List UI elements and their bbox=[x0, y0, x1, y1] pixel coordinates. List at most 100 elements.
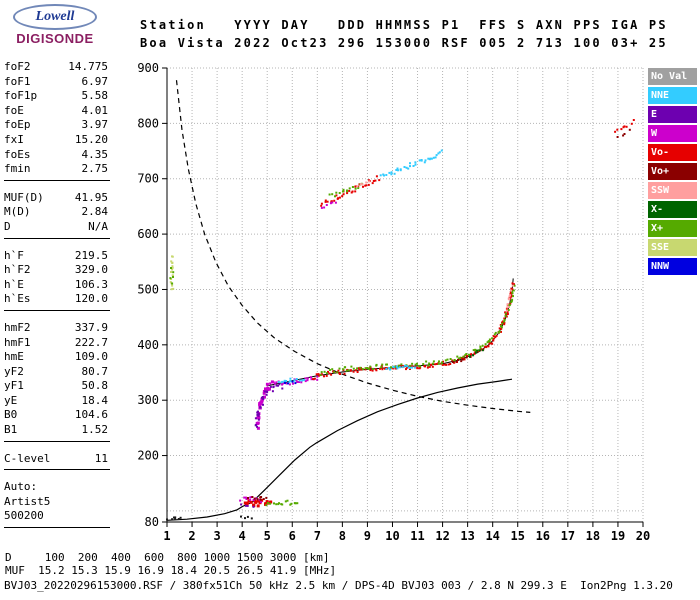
parameter-label: h`F2 bbox=[4, 263, 31, 277]
parameter-row: foF1 6.97 bbox=[4, 75, 108, 90]
parameter-label: h`Es bbox=[4, 292, 31, 306]
plot-axes bbox=[162, 67, 644, 527]
legend-item: E bbox=[648, 106, 697, 123]
y-tick-label: 200 bbox=[137, 449, 159, 463]
parameter-value: 219.5 bbox=[74, 248, 108, 262]
parameter-row: 500200 bbox=[4, 509, 108, 524]
parameter-row: h`E 106.3 bbox=[4, 278, 108, 293]
parameter-row: Auto: bbox=[4, 480, 108, 495]
parameter-label: yF1 bbox=[4, 379, 24, 393]
echo-trace-f-top-pink bbox=[505, 284, 514, 312]
parameter-label: foF1p bbox=[4, 89, 38, 103]
y-tick-label: 300 bbox=[137, 393, 159, 407]
x-tick-label: 17 bbox=[561, 529, 575, 543]
parameter-value: 2.84 bbox=[81, 205, 109, 219]
header-field-names: Station YYYY DAY DDD HHMMSS P1 FFS S AXN… bbox=[140, 18, 668, 32]
parameter-value: 104.6 bbox=[74, 408, 108, 422]
echo-trace-mult-west bbox=[320, 201, 337, 209]
parameter-label: MUF(D) bbox=[4, 190, 44, 204]
y-tick-label: 800 bbox=[137, 116, 159, 130]
parameter-row: fmin 2.75 bbox=[4, 162, 108, 177]
parameter-row: foE 4.01 bbox=[4, 104, 108, 119]
parameter-row: MUF(D) 41.95 bbox=[4, 191, 108, 206]
x-tick-label: 13 bbox=[460, 529, 474, 543]
echo-trace-f-darkgreen-bits bbox=[469, 349, 484, 358]
parameter-value: 2.75 bbox=[81, 162, 109, 176]
logo-lowell-text: Lowell bbox=[35, 9, 75, 24]
x-tick-label: 14 bbox=[485, 529, 499, 543]
parameter-row: M(D) 2.84 bbox=[4, 205, 108, 220]
legend-item: W bbox=[648, 125, 697, 142]
parameter-value: 14.775 bbox=[68, 60, 108, 73]
parameter-label: foEs bbox=[4, 147, 31, 161]
echo-trace-f-darkred-bits bbox=[452, 356, 468, 363]
parameter-row: hmF2 337.9 bbox=[4, 321, 108, 336]
parameter-group: Auto: Artist5 500200 bbox=[4, 480, 110, 529]
legend-item: X+ bbox=[648, 220, 697, 237]
parameter-value: 120.0 bbox=[74, 292, 108, 306]
echo-trace-mult-omode bbox=[320, 175, 381, 207]
parameter-group: MUF(D) 41.95 M(D) 2.84 D N/A bbox=[4, 191, 110, 239]
parameter-row: hmF1 222.7 bbox=[4, 336, 108, 351]
parameter-label: hmE bbox=[4, 350, 24, 364]
parameter-label: Auto: bbox=[4, 480, 38, 494]
parameter-row: foEs 4.35 bbox=[4, 148, 108, 163]
echo-trace-es-west bbox=[239, 496, 263, 504]
lowell-digisonde-logo: Lowell DIGISONDE bbox=[8, 4, 102, 46]
muf-row: MUF 15.2 15.3 15.9 16.9 18.4 20.5 26.5 4… bbox=[5, 564, 337, 577]
parameter-row: yF1 50.8 bbox=[4, 379, 108, 394]
parameter-label: hmF1 bbox=[4, 335, 31, 349]
file-info-line: BVJ03_20220296153000.RSF / 380fx51Ch 50 … bbox=[4, 579, 673, 592]
parameter-label: M(D) bbox=[4, 205, 31, 219]
parameter-value: 11 bbox=[94, 451, 108, 465]
x-tick-label: 11 bbox=[410, 529, 424, 543]
parameter-label: h`F bbox=[4, 248, 24, 262]
legend-item: SSW bbox=[648, 182, 697, 199]
legend-item: NNE bbox=[648, 87, 697, 104]
parameter-value: 109.0 bbox=[74, 350, 108, 364]
distance-row: D 100 200 400 600 800 1000 1500 3000 [km… bbox=[5, 551, 330, 564]
parameter-label: C-level bbox=[4, 451, 51, 465]
parameter-group: hmF2 337.9 hmF1 222.7 hmE 109.0 yF2 80.7 yF1 50.8… bbox=[4, 321, 110, 442]
plot-grid bbox=[167, 67, 644, 522]
lowell-logo-oval: Lowell bbox=[13, 4, 97, 30]
parameter-label: hmF2 bbox=[4, 320, 31, 334]
parameter-value: 5.58 bbox=[81, 89, 109, 103]
x-tick-label: 9 bbox=[364, 529, 371, 543]
echo-trace-f1-cusp-east bbox=[254, 383, 284, 428]
parameter-value: 222.7 bbox=[74, 335, 108, 349]
parameter-row: Artist5 bbox=[4, 495, 108, 510]
legend-item: No Val bbox=[648, 68, 697, 85]
parameter-label: foF2 bbox=[4, 60, 31, 73]
echo-trace-f-cyan-mid bbox=[385, 364, 416, 371]
parameter-value: 4.01 bbox=[81, 103, 109, 117]
y-tick-label: 400 bbox=[137, 338, 159, 352]
parameter-group: h`F 219.5 h`F2 329.0 h`E 106.3 h`Es 120.0 bbox=[4, 249, 110, 311]
legend-item: NNW bbox=[648, 258, 697, 275]
legend-item: X- bbox=[648, 201, 697, 218]
y-tick-label: 900 bbox=[137, 61, 159, 75]
x-tick-label: 15 bbox=[511, 529, 525, 543]
legend-item: Vo+ bbox=[648, 163, 697, 180]
parameter-value: 80.7 bbox=[81, 364, 109, 378]
parameter-value: 15.20 bbox=[74, 132, 108, 146]
echo-trace-f-blue-bits bbox=[284, 380, 297, 385]
parameter-row: h`F 219.5 bbox=[4, 249, 108, 264]
parameter-row: C-level 11 bbox=[4, 452, 108, 467]
x-tick-label: 16 bbox=[536, 529, 550, 543]
parameter-value: 1.52 bbox=[81, 423, 109, 437]
doppler-direction-legend: No Val NNE E W Vo- Vo+ SSW X- X+ SSE NNW bbox=[648, 68, 697, 277]
parameter-value: 4.35 bbox=[81, 147, 109, 161]
parameter-row: yE 18.4 bbox=[4, 394, 108, 409]
parameter-value: 3.97 bbox=[81, 118, 109, 132]
parameter-group: foF2 14.775 foF1 6.97 foF1p 5.58 foE 4.01 foEp 3.… bbox=[4, 60, 110, 181]
parameter-label: foE bbox=[4, 103, 24, 117]
x-tick-label: 19 bbox=[611, 529, 625, 543]
logo-digisonde-text: DIGISONDE bbox=[16, 31, 94, 46]
parameter-value: 18.4 bbox=[81, 393, 109, 407]
echo-trace-noise-bottom-mid bbox=[240, 515, 253, 520]
x-tick-label: 6 bbox=[289, 529, 296, 543]
legend-item: Vo- bbox=[648, 144, 697, 161]
